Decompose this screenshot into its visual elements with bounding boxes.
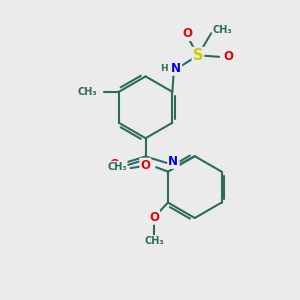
Text: CH₃: CH₃: [107, 162, 127, 172]
Text: H: H: [171, 157, 179, 166]
Text: S: S: [193, 48, 203, 63]
Text: N: N: [168, 155, 178, 168]
Text: O: O: [224, 50, 234, 63]
Text: CH₃: CH₃: [213, 25, 232, 35]
Text: O: O: [149, 211, 159, 224]
Text: CH₃: CH₃: [144, 236, 164, 246]
Text: H: H: [160, 64, 167, 73]
Text: O: O: [140, 159, 150, 172]
Text: N: N: [171, 62, 181, 75]
Text: O: O: [183, 27, 193, 40]
Text: O: O: [109, 158, 119, 171]
Text: CH₃: CH₃: [77, 87, 97, 97]
